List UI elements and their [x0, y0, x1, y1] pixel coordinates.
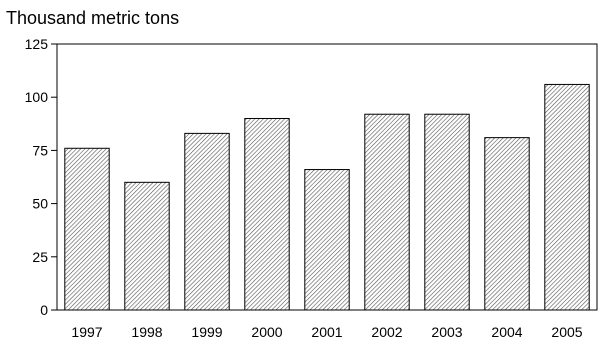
bar-1998	[124, 181, 170, 311]
x-tick-label: 2001	[311, 324, 342, 340]
x-tick-label: 2003	[431, 324, 462, 340]
y-axis: 0 25 50 75 100 125	[25, 36, 57, 318]
x-tick-label: 1997	[71, 324, 102, 340]
y-tick-label: 0	[40, 302, 48, 318]
y-axis-title: Thousand metric tons	[6, 8, 179, 28]
bar-2001	[304, 169, 350, 311]
x-tick-label: 2002	[371, 324, 402, 340]
bar-2004	[484, 137, 530, 311]
bars	[64, 83, 590, 311]
x-tick-label: 2004	[491, 324, 522, 340]
bar-1999	[184, 132, 230, 311]
x-tick-label: 2000	[251, 324, 282, 340]
x-tick-label: 1998	[131, 324, 162, 340]
y-tick-label: 125	[25, 36, 49, 52]
bar-2002	[364, 113, 410, 311]
x-axis: 1997 1998 1999 2000 2001 2002 2003 2004 2005	[71, 324, 582, 340]
y-tick-label: 75	[32, 142, 48, 158]
bar-2005	[544, 83, 590, 311]
x-tick-label: 2005	[551, 324, 582, 340]
y-tick-label: 100	[25, 89, 49, 105]
bar-2000	[244, 117, 290, 311]
y-tick-label: 25	[32, 249, 48, 265]
bar-1997	[64, 147, 110, 311]
x-tick-label: 1999	[191, 324, 222, 340]
y-tick-label: 50	[32, 196, 48, 212]
bar-2003	[424, 113, 470, 311]
